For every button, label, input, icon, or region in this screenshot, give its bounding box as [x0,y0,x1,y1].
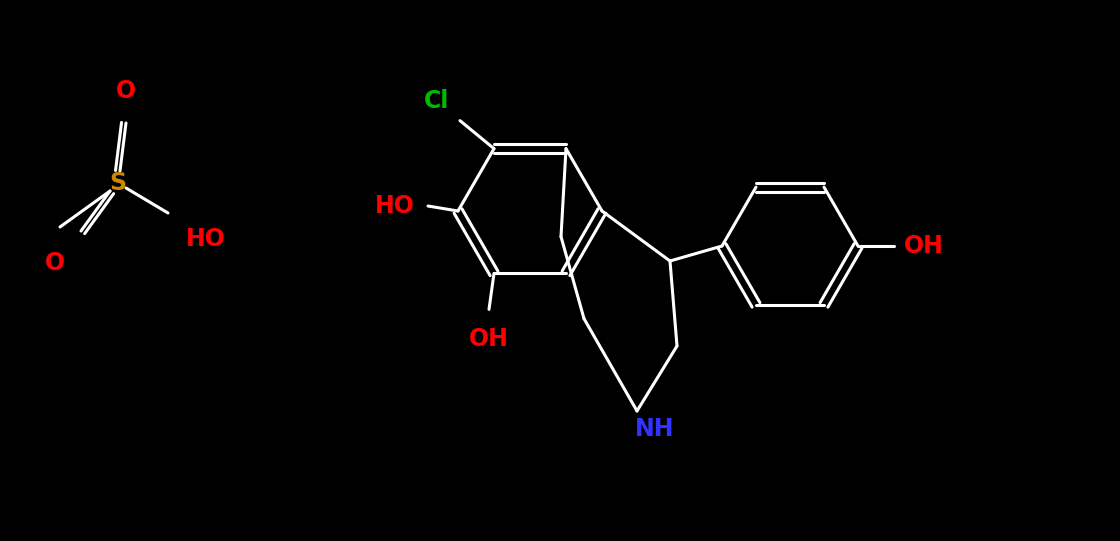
Text: Cl: Cl [424,89,450,113]
Text: HO: HO [186,227,226,251]
Text: O: O [116,79,136,103]
Text: OH: OH [904,234,944,258]
Text: OH: OH [469,327,508,351]
Text: HO: HO [375,194,414,218]
Text: O: O [45,251,65,275]
Text: S: S [110,171,127,195]
Text: NH: NH [635,417,674,441]
